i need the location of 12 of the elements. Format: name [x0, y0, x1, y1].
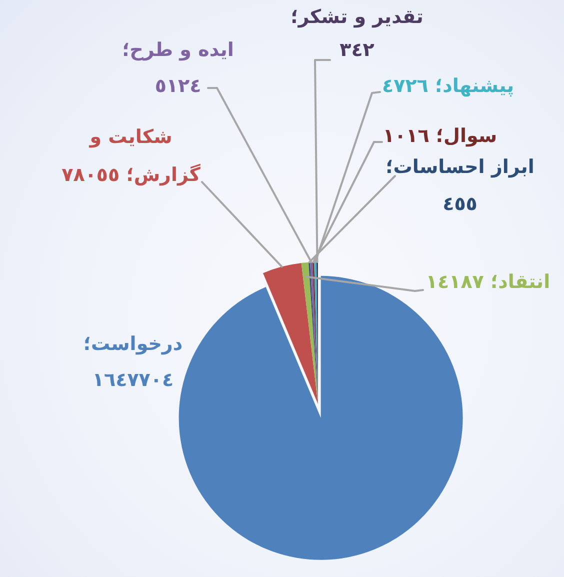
slice-label: درخواست؛ — [83, 332, 183, 355]
slice-label: شکایت و گزارش؛ ٧٨٠٥٥ — [62, 126, 202, 186]
data-label: ١٦٤٧٧٠٤ — [92, 368, 174, 391]
slice-label: انتقاد؛ ١٤١٨٧ — [426, 270, 550, 293]
slice-label: سوال؛ ١٠١٦ — [382, 124, 498, 147]
slice-label: ایده و طرح؛ — [122, 38, 234, 61]
slice-label: تقدیر و تشکر؛ — [290, 6, 424, 28]
data-label: ٤٥٥ — [442, 192, 478, 215]
slice-label: ابراز احساسات؛ — [386, 156, 534, 178]
data-label: ٣٤٢ — [340, 38, 375, 61]
slice-label: پیشنهاد؛ ٤٧٢٦ — [382, 74, 514, 97]
data-label: ٥١٢٤ — [154, 74, 202, 97]
